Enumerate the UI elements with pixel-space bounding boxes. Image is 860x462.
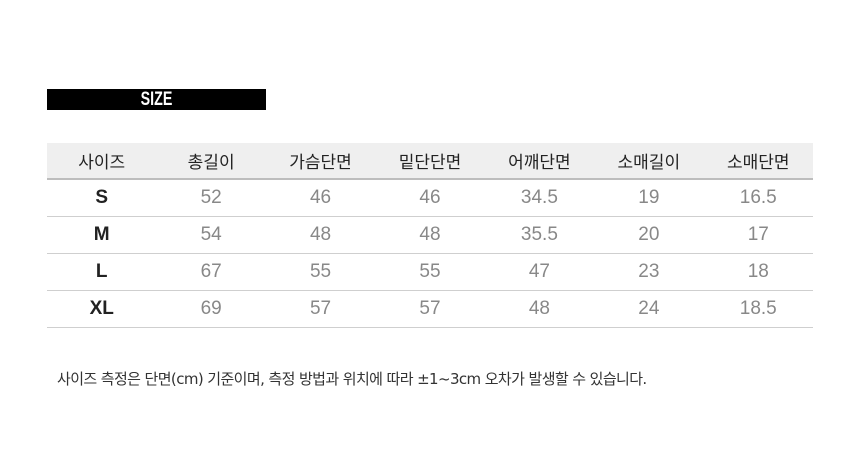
header-sleeve-width: 소매단면 bbox=[703, 143, 813, 180]
table-row: M 54 48 48 35.5 20 17 bbox=[47, 216, 813, 254]
measurement-cell: 17 bbox=[703, 216, 813, 254]
header-size: 사이즈 bbox=[47, 143, 157, 180]
measurement-cell: 48 bbox=[484, 290, 595, 328]
measurement-cell: 23 bbox=[594, 253, 704, 291]
measurement-cell: 54 bbox=[156, 216, 266, 254]
measurement-cell: 18.5 bbox=[703, 290, 813, 328]
measurement-cell: 46 bbox=[265, 179, 376, 217]
measurement-cell: 19 bbox=[594, 179, 704, 217]
size-title-bar: SIZE bbox=[47, 89, 266, 110]
measurement-cell: 46 bbox=[375, 179, 485, 217]
measurement-cell: 67 bbox=[156, 253, 266, 291]
measurement-cell: 35.5 bbox=[484, 216, 595, 254]
measurement-note: 사이즈 측정은 단면(cm) 기준이며, 측정 방법과 위치에 따라 ±1~3c… bbox=[57, 370, 647, 388]
measurement-cell: 52 bbox=[156, 179, 266, 217]
header-sleeve-length: 소매길이 bbox=[594, 143, 704, 180]
measurement-cell: 34.5 bbox=[484, 179, 595, 217]
size-label: L bbox=[47, 253, 157, 291]
table-row: XL 69 57 57 48 24 18.5 bbox=[47, 290, 813, 328]
size-label: XL bbox=[47, 290, 157, 328]
header-shoulder: 어깨단면 bbox=[484, 143, 595, 180]
size-label: M bbox=[47, 216, 157, 254]
table-row: L 67 55 55 47 23 18 bbox=[47, 253, 813, 291]
table-row: S 52 46 46 34.5 19 16.5 bbox=[47, 179, 813, 217]
size-table: 사이즈 총길이 가슴단면 밑단단면 어깨단면 소매길이 소매단면 S 52 46 46… bbox=[47, 143, 813, 328]
measurement-cell: 55 bbox=[265, 253, 376, 291]
measurement-cell: 57 bbox=[265, 290, 376, 328]
table-header-row: 사이즈 총길이 가슴단면 밑단단면 어깨단면 소매길이 소매단면 bbox=[47, 143, 813, 180]
measurement-cell: 69 bbox=[156, 290, 266, 328]
measurement-cell: 47 bbox=[484, 253, 595, 291]
header-hem: 밑단단면 bbox=[375, 143, 485, 180]
size-label: S bbox=[47, 179, 157, 217]
measurement-cell: 48 bbox=[265, 216, 376, 254]
measurement-cell: 24 bbox=[594, 290, 704, 328]
measurement-cell: 20 bbox=[594, 216, 704, 254]
measurement-cell: 18 bbox=[703, 253, 813, 291]
measurement-cell: 16.5 bbox=[703, 179, 813, 217]
size-title: SIZE bbox=[140, 89, 173, 110]
header-total-length: 총길이 bbox=[156, 143, 266, 180]
measurement-cell: 55 bbox=[375, 253, 485, 291]
header-chest: 가슴단면 bbox=[265, 143, 376, 180]
measurement-cell: 57 bbox=[375, 290, 485, 328]
measurement-cell: 48 bbox=[375, 216, 485, 254]
